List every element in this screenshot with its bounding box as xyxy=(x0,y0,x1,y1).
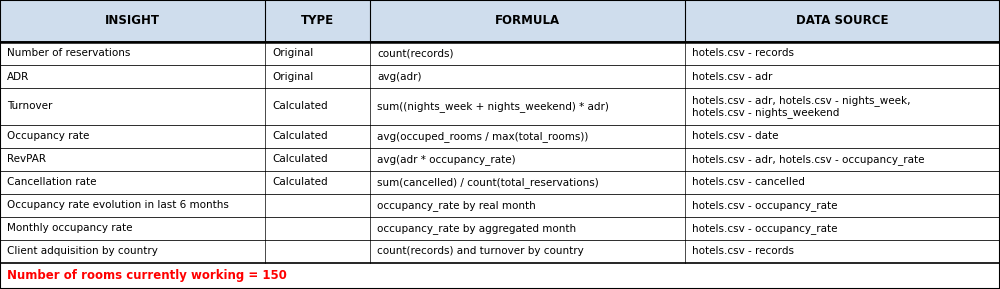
Text: Calculated: Calculated xyxy=(272,154,328,164)
Text: Occupancy rate: Occupancy rate xyxy=(7,131,89,141)
Text: Cancellation rate: Cancellation rate xyxy=(7,177,96,187)
Text: ADR: ADR xyxy=(7,71,29,81)
Text: RevPAR: RevPAR xyxy=(7,154,46,164)
Text: Number of reservations: Number of reservations xyxy=(7,49,130,58)
Bar xyxy=(0,263,1000,289)
Text: hotels.csv - adr: hotels.csv - adr xyxy=(692,71,772,81)
Text: occupancy_rate by aggregated month: occupancy_rate by aggregated month xyxy=(377,223,576,234)
Text: occupancy_rate by real month: occupancy_rate by real month xyxy=(377,200,536,211)
Text: hotels.csv - nights_weekend: hotels.csv - nights_weekend xyxy=(692,107,839,118)
Text: hotels.csv - date: hotels.csv - date xyxy=(692,131,779,141)
Text: count(records) and turnover by country: count(records) and turnover by country xyxy=(377,247,584,256)
Text: hotels.csv - occupancy_rate: hotels.csv - occupancy_rate xyxy=(692,200,838,211)
Text: Calculated: Calculated xyxy=(272,131,328,141)
Text: Number of rooms currently working = 150: Number of rooms currently working = 150 xyxy=(7,270,287,282)
Text: sum((nights_week + nights_weekend) * adr): sum((nights_week + nights_weekend) * adr… xyxy=(377,101,609,112)
Text: Turnover: Turnover xyxy=(7,101,52,111)
Text: Calculated: Calculated xyxy=(272,177,328,187)
Text: DATA SOURCE: DATA SOURCE xyxy=(796,14,889,27)
Bar xyxy=(0,194,1000,217)
Text: Original: Original xyxy=(272,49,313,58)
Bar xyxy=(0,0,1000,42)
Text: hotels.csv - occupancy_rate: hotels.csv - occupancy_rate xyxy=(692,223,838,234)
Text: count(records): count(records) xyxy=(377,49,454,58)
Text: FORMULA: FORMULA xyxy=(495,14,560,27)
Bar xyxy=(0,42,1000,65)
Text: sum(cancelled) / count(total_reservations): sum(cancelled) / count(total_reservation… xyxy=(377,177,599,188)
Bar xyxy=(0,148,1000,171)
Text: Calculated: Calculated xyxy=(272,101,328,111)
Text: INSIGHT: INSIGHT xyxy=(105,14,160,27)
Text: hotels.csv - cancelled: hotels.csv - cancelled xyxy=(692,177,805,187)
Text: hotels.csv - records: hotels.csv - records xyxy=(692,49,794,58)
Text: Client adquisition by country: Client adquisition by country xyxy=(7,247,158,256)
Bar xyxy=(0,217,1000,240)
Text: hotels.csv - adr, hotels.csv - occupancy_rate: hotels.csv - adr, hotels.csv - occupancy… xyxy=(692,154,925,164)
Text: Monthly occupancy rate: Monthly occupancy rate xyxy=(7,223,132,234)
Text: TYPE: TYPE xyxy=(301,14,334,27)
Text: hotels.csv - records: hotels.csv - records xyxy=(692,247,794,256)
Text: hotels.csv - adr, hotels.csv - nights_week,: hotels.csv - adr, hotels.csv - nights_we… xyxy=(692,95,911,105)
Bar xyxy=(0,0,1000,42)
Bar xyxy=(0,65,1000,88)
Bar xyxy=(0,88,1000,125)
Bar xyxy=(0,125,1000,148)
Bar xyxy=(0,171,1000,194)
Text: Original: Original xyxy=(272,71,313,81)
Text: avg(occuped_rooms / max(total_rooms)): avg(occuped_rooms / max(total_rooms)) xyxy=(377,131,588,142)
Bar xyxy=(0,240,1000,263)
Text: avg(adr): avg(adr) xyxy=(377,71,422,81)
Text: Occupancy rate evolution in last 6 months: Occupancy rate evolution in last 6 month… xyxy=(7,200,229,210)
Text: avg(adr * occupancy_rate): avg(adr * occupancy_rate) xyxy=(377,154,516,164)
